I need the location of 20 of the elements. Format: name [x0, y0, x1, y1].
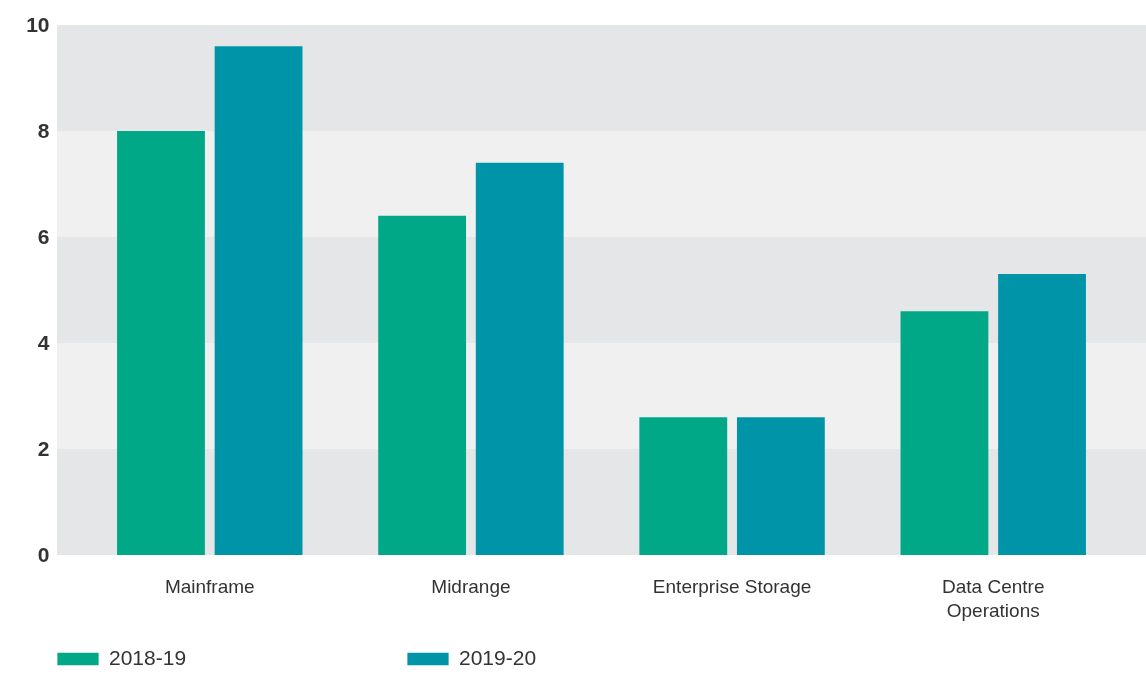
bar	[900, 311, 989, 555]
bar	[475, 162, 564, 555]
legend-label: 2019-20	[459, 646, 537, 669]
x-tick-label: Mainframe	[164, 575, 255, 597]
bar	[378, 215, 467, 555]
x-tick-label: Midrange	[431, 575, 511, 597]
y-tick-label: 0	[37, 542, 50, 566]
bar	[214, 46, 303, 555]
bar	[639, 417, 728, 555]
y-tick-label: 2	[37, 436, 50, 460]
y-tick-label: 10	[26, 12, 50, 36]
y-tick-label: 8	[37, 118, 50, 142]
legend-label: 2018-19	[109, 646, 187, 669]
x-tick-label: Enterprise Storage	[652, 575, 812, 597]
bar	[998, 274, 1086, 555]
bar	[736, 417, 825, 555]
bar	[117, 131, 205, 555]
x-tick-label: Data Centre Operations	[942, 575, 1045, 621]
y-tick-label: 6	[37, 224, 50, 248]
y-tick-label: 4	[37, 330, 50, 354]
